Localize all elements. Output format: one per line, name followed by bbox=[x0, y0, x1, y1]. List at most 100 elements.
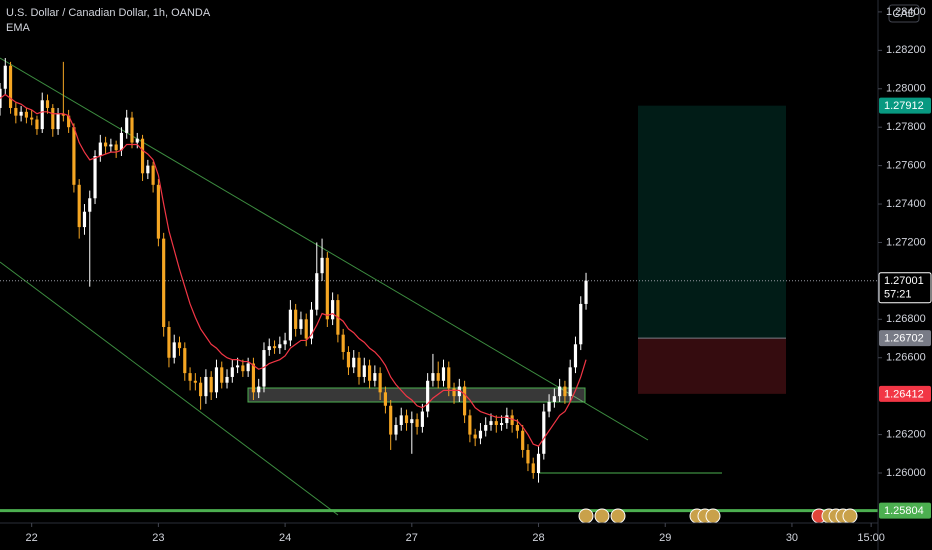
event-icon[interactable] bbox=[578, 508, 594, 524]
candle-body bbox=[272, 346, 277, 349]
candle-body bbox=[24, 111, 28, 118]
candle-body bbox=[51, 107, 55, 130]
support-zone bbox=[247, 387, 586, 403]
indicator-label: EMA bbox=[6, 22, 31, 34]
candle-body bbox=[162, 238, 166, 327]
candle-body bbox=[188, 373, 192, 381]
candle-body bbox=[457, 386, 461, 397]
candle-body bbox=[257, 386, 261, 393]
chart-title: U.S. Dollar / Canadian Dollar, 1h, OANDA bbox=[6, 7, 211, 19]
candle-body bbox=[214, 367, 219, 393]
x-tick-label: 23 bbox=[152, 532, 164, 544]
y-tick-label: 1.26000 bbox=[886, 467, 926, 479]
candle-body bbox=[220, 367, 224, 383]
candle-body bbox=[536, 453, 541, 474]
candle-body bbox=[383, 392, 387, 406]
countdown-label: 57:21 bbox=[884, 289, 912, 301]
x-tick-label: 27 bbox=[406, 532, 418, 544]
candle-body bbox=[156, 184, 160, 239]
candle-body bbox=[573, 344, 578, 368]
candle-body bbox=[93, 156, 97, 199]
candle-body bbox=[447, 367, 451, 389]
candle-body bbox=[193, 380, 197, 383]
candle-body bbox=[331, 300, 335, 320]
candle-body bbox=[367, 365, 372, 381]
candle-body bbox=[463, 386, 467, 416]
candle-body bbox=[468, 415, 472, 435]
candle-body bbox=[563, 386, 567, 397]
candle-body bbox=[362, 365, 366, 377]
stop-zone bbox=[638, 338, 786, 394]
candle-body bbox=[119, 132, 124, 151]
candle-body bbox=[320, 257, 324, 274]
candle-body bbox=[357, 357, 361, 377]
candle-body bbox=[410, 419, 414, 424]
price-tag bbox=[879, 385, 931, 402]
candle-body bbox=[484, 424, 488, 431]
candle-body bbox=[542, 411, 546, 454]
candle-body bbox=[199, 382, 203, 397]
y-tick-label: 1.28400 bbox=[886, 6, 926, 18]
candle-body bbox=[283, 340, 287, 345]
event-icon[interactable] bbox=[705, 508, 721, 524]
event-icon[interactable] bbox=[594, 508, 610, 524]
candle-body bbox=[325, 257, 329, 320]
candle-body bbox=[452, 388, 456, 397]
y-tick-label: 1.26200 bbox=[886, 428, 926, 440]
candle-body bbox=[389, 405, 393, 435]
candle-body bbox=[415, 419, 419, 427]
y-tick-label: 1.27800 bbox=[886, 121, 926, 133]
candle-body bbox=[45, 100, 50, 108]
candle-body bbox=[278, 344, 282, 349]
candle-body bbox=[209, 376, 213, 393]
y-tick-label: 1.27400 bbox=[886, 198, 926, 210]
candle-body bbox=[526, 449, 530, 464]
current-price-label: 1.27001 bbox=[884, 275, 924, 287]
candle-body bbox=[14, 107, 18, 116]
candle-body bbox=[352, 357, 356, 368]
candle-body bbox=[88, 198, 92, 212]
candle-body bbox=[8, 65, 13, 108]
candle-body bbox=[441, 367, 446, 381]
candle-body bbox=[167, 326, 171, 358]
candle-body bbox=[378, 373, 382, 393]
trend-line bbox=[0, 261, 339, 516]
x-tick-label: 30 bbox=[786, 532, 798, 544]
candle-body bbox=[183, 348, 187, 374]
candle-body bbox=[373, 373, 377, 381]
candle-body bbox=[72, 127, 76, 185]
candle-body bbox=[294, 309, 298, 329]
candle-body bbox=[125, 117, 129, 133]
candle-body bbox=[82, 211, 87, 228]
candle-body bbox=[225, 376, 229, 383]
candle-body bbox=[568, 367, 572, 397]
candle-body bbox=[40, 100, 44, 130]
x-tick-label: 22 bbox=[26, 532, 38, 544]
candle-body bbox=[420, 411, 424, 427]
candle-body bbox=[35, 119, 39, 130]
currency-box[interactable] bbox=[888, 4, 920, 23]
candle-body bbox=[494, 421, 498, 425]
candle-body bbox=[505, 415, 509, 424]
price-tag bbox=[879, 330, 931, 347]
candle-body bbox=[3, 65, 7, 89]
price-tag-label: 1.26702 bbox=[884, 333, 924, 345]
y-tick-label: 1.27200 bbox=[886, 236, 926, 248]
candle-body bbox=[77, 184, 81, 228]
event-icon[interactable] bbox=[610, 508, 626, 524]
y-tick-label: 1.28000 bbox=[886, 83, 926, 95]
price-tag-label: 1.27912 bbox=[884, 100, 924, 112]
candle-body bbox=[230, 367, 234, 377]
candle-body bbox=[288, 309, 292, 341]
candle-body bbox=[478, 430, 483, 439]
candle-body bbox=[262, 350, 266, 387]
candle-body bbox=[140, 138, 145, 174]
candle-body bbox=[109, 144, 113, 147]
candle-body bbox=[531, 463, 535, 474]
currency-label: CAD bbox=[892, 8, 915, 20]
candle-body bbox=[346, 351, 351, 368]
event-icon[interactable] bbox=[842, 508, 858, 524]
candle-body bbox=[579, 303, 583, 345]
candle-body bbox=[61, 113, 65, 116]
